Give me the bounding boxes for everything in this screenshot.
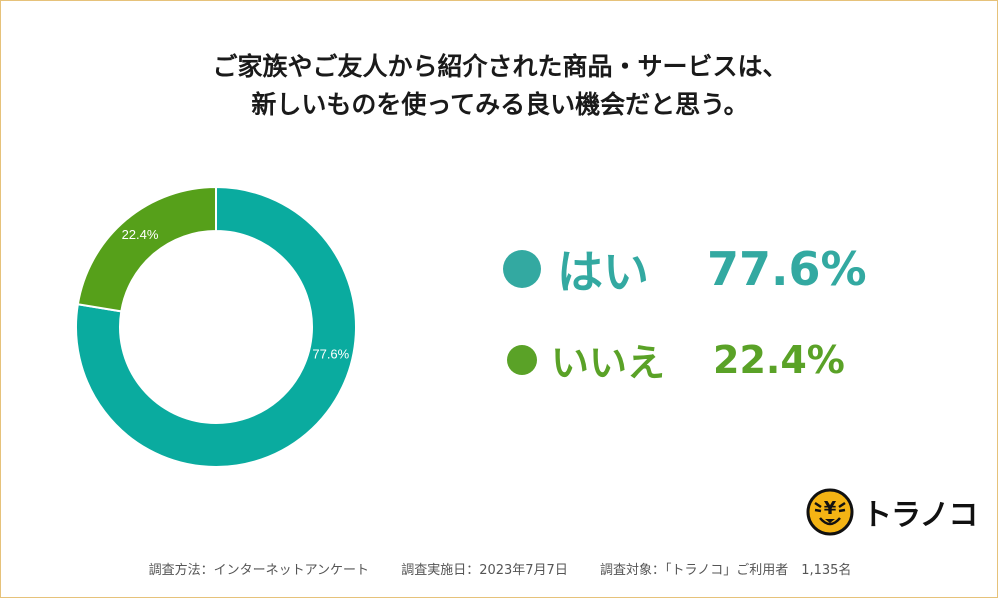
footer-target: 調査対象：「トラノコ」ご利用者 1,135名 bbox=[599, 563, 852, 578]
slice-no bbox=[76, 185, 217, 313]
legend-value-no: 22.4% bbox=[713, 337, 845, 382]
tiger-coin-icon: ¥ bbox=[806, 488, 854, 536]
legend-label-yes: はい bbox=[557, 245, 649, 299]
chart-title: ご家族やご友人から紹介された商品・サービスは、 新しいものを使ってみる良い機会だ… bbox=[0, 48, 1000, 124]
footer-method: 調査方法：インターネットアンケート bbox=[148, 563, 370, 578]
chart-title-line-2: 新しいものを使ってみる良い機会だと思う。 bbox=[251, 90, 749, 119]
logo: ¥ トラノコ bbox=[806, 488, 978, 536]
logo-symbol: ¥ bbox=[824, 498, 837, 519]
logo-wordmark: トラノコ bbox=[862, 498, 978, 533]
legend-dot-yes bbox=[503, 250, 541, 288]
legend-label-no: いいえ bbox=[551, 341, 666, 385]
survey-footer: 調査方法：インターネットアンケート 調査実施日：2023年7月7日 調査対象：「… bbox=[0, 559, 1000, 578]
slice-yes bbox=[75, 185, 357, 468]
chart-title-line-1: ご家族やご友人から紹介された商品・サービスは、 bbox=[212, 52, 788, 81]
legend-item-yes: はい 77.6% bbox=[503, 236, 867, 302]
footer-date: 調査実施日：2023年7月7日 bbox=[401, 563, 568, 578]
legend-dot-no bbox=[507, 344, 537, 375]
data-label-no: 22.4% bbox=[122, 227, 159, 242]
data-label-yes: 77.6% bbox=[312, 346, 349, 361]
legend-value-yes: 77.6% bbox=[707, 242, 867, 296]
legend-item-no: いいえ 22.4% bbox=[507, 332, 845, 387]
